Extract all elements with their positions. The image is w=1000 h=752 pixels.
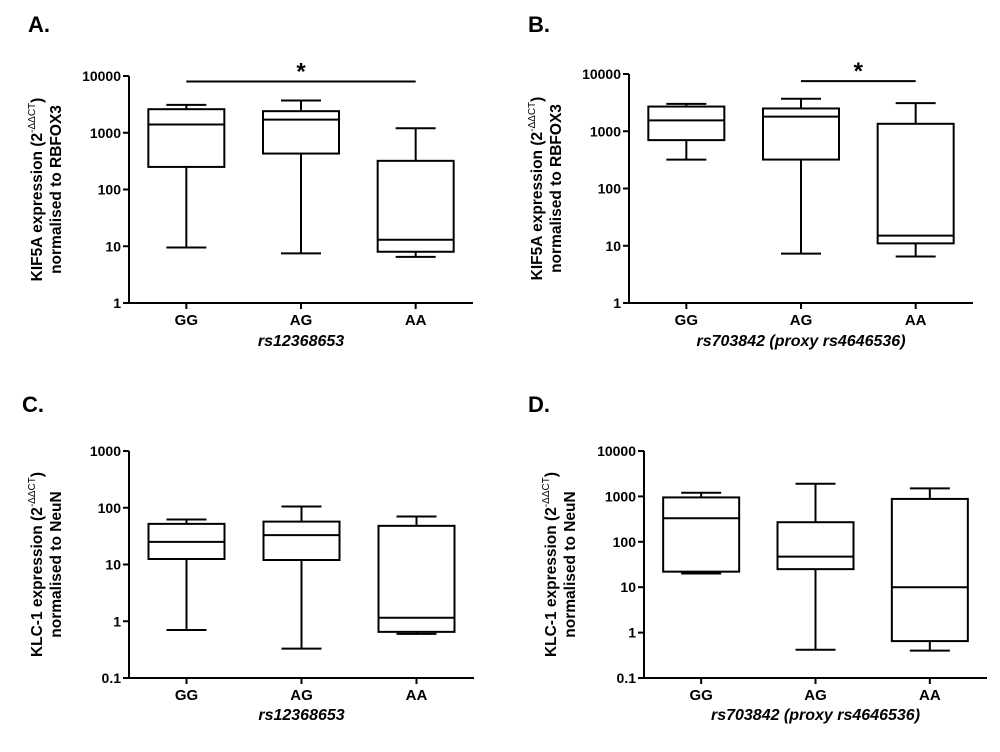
y-axis-label-close: ) bbox=[543, 472, 560, 477]
panel-c: C. 0.1 1 10 100 1000 GG AG AA KLC-1 expression (2… bbox=[22, 392, 474, 724]
y-axis-label-close: ) bbox=[29, 98, 46, 103]
panel-label: A. bbox=[28, 12, 50, 37]
y-axis-label: KIF5A expression (2-ΔΔCT) bbox=[527, 97, 546, 281]
y-axis-label-text: KIF5A expression (2 bbox=[529, 132, 546, 280]
y-tick-label: 1 bbox=[113, 295, 121, 311]
iqr-box bbox=[662, 496, 741, 573]
y-axis-label-text: KLC-1 expression (2 bbox=[543, 507, 560, 657]
significance-star: * bbox=[296, 58, 306, 85]
y-tick-label: 100 bbox=[98, 182, 122, 198]
y-tick-label: 1000 bbox=[90, 125, 121, 141]
box-ag bbox=[262, 505, 341, 650]
box-aa bbox=[876, 102, 955, 258]
iqr-box bbox=[262, 110, 340, 155]
box-ag bbox=[262, 99, 340, 255]
box-gg bbox=[147, 518, 226, 632]
y-tick-label: 10000 bbox=[582, 66, 621, 82]
box-gg bbox=[662, 491, 741, 575]
y-axis-label-line2: normalised to NeuN bbox=[562, 491, 579, 637]
panel-label: D. bbox=[528, 392, 550, 417]
y-tick-label: 100 bbox=[598, 181, 622, 197]
panel-label: C. bbox=[22, 392, 44, 417]
y-tick-label: 100 bbox=[98, 500, 122, 516]
y-tick-label: 1 bbox=[628, 625, 636, 641]
y-tick-label: 0.1 bbox=[617, 670, 637, 686]
iqr-box bbox=[647, 105, 726, 142]
iqr-box bbox=[776, 521, 855, 571]
x-tick-label: AG bbox=[804, 687, 827, 704]
panel-a: A. 1 10 100 1000 10000 GG AG AA KIF5A expression … bbox=[27, 12, 473, 350]
x-tick-label: AA bbox=[919, 687, 941, 704]
y-axis-label-line2: normalised to RBFOX3 bbox=[48, 105, 65, 274]
y-axis-label: KLC-1 expression (2-ΔΔCT) bbox=[541, 472, 560, 657]
x-tick-label: GG bbox=[675, 312, 698, 329]
y-axis-label-close: ) bbox=[29, 472, 46, 477]
iqr-box bbox=[376, 159, 455, 253]
x-tick-label: GG bbox=[689, 687, 712, 704]
y-axis-label-text: KLC-1 expression (2 bbox=[29, 507, 46, 657]
panel-d: D. 0.1 1 10 100 1000 10000 GG AG AA KLC-1 expressi… bbox=[528, 392, 987, 724]
y-tick-label: 1000 bbox=[605, 488, 636, 504]
box-gg bbox=[147, 103, 226, 249]
y-axis-label-line2: normalised to RBFOX3 bbox=[548, 104, 565, 273]
y-tick-label: 1000 bbox=[90, 443, 121, 459]
y-axis-label-close: ) bbox=[529, 97, 546, 102]
x-tick-label: AA bbox=[905, 312, 927, 329]
box-ag bbox=[762, 97, 840, 255]
box-aa bbox=[890, 487, 969, 652]
y-tick-label: 10000 bbox=[82, 68, 121, 84]
y-axis-label-superscript: -ΔΔCT bbox=[527, 102, 538, 132]
y-tick-label: 10 bbox=[105, 557, 121, 573]
y-axis-label: KIF5A expression (2-ΔΔCT) bbox=[27, 98, 46, 282]
box-ag bbox=[776, 482, 855, 651]
y-tick-label: 10 bbox=[105, 238, 121, 254]
iqr-box bbox=[262, 520, 341, 562]
y-tick-label: 0.1 bbox=[102, 670, 122, 686]
x-tick-label: GG bbox=[175, 312, 198, 329]
panel-label: B. bbox=[528, 12, 550, 37]
x-axis-label: rs703842 (proxy rs4646536) bbox=[696, 333, 905, 350]
y-tick-label: 10000 bbox=[597, 443, 636, 459]
box-aa bbox=[377, 515, 456, 635]
iqr-box bbox=[147, 108, 226, 168]
x-tick-label: AG bbox=[290, 687, 313, 704]
iqr-box bbox=[876, 122, 955, 245]
box-aa bbox=[376, 127, 455, 258]
x-tick-label: GG bbox=[175, 687, 198, 704]
y-tick-label: 1 bbox=[113, 613, 121, 629]
x-tick-label: AG bbox=[790, 312, 813, 329]
y-axis-label-superscript: -ΔΔCT bbox=[27, 477, 38, 507]
y-axis-label-line2: normalised to NeuN bbox=[48, 491, 65, 637]
x-axis-label: rs703842 (proxy rs4646536) bbox=[711, 707, 920, 724]
x-axis-label: rs12368653 bbox=[258, 707, 344, 724]
y-axis-label: KLC-1 expression (2-ΔΔCT) bbox=[27, 472, 46, 657]
y-tick-label: 100 bbox=[613, 534, 637, 550]
y-axis-label-superscript: -ΔΔCT bbox=[27, 103, 38, 133]
y-axis-label-superscript: -ΔΔCT bbox=[541, 477, 552, 507]
y-tick-label: 10 bbox=[605, 238, 621, 254]
y-tick-label: 1 bbox=[613, 295, 621, 311]
x-tick-label: AA bbox=[406, 687, 428, 704]
x-axis-label: rs12368653 bbox=[258, 333, 344, 350]
y-tick-label: 1000 bbox=[590, 123, 621, 139]
box-gg bbox=[647, 102, 726, 161]
iqr-box bbox=[377, 524, 456, 633]
significance-star: * bbox=[854, 58, 864, 85]
x-tick-label: AA bbox=[405, 312, 427, 329]
y-tick-label: 10 bbox=[620, 579, 636, 595]
panel-b: B. 1 10 100 1000 10000 GG AG AA KIF5A expression … bbox=[527, 12, 973, 350]
iqr-box bbox=[890, 497, 969, 643]
y-axis-label-text: KIF5A expression (2 bbox=[29, 133, 46, 281]
x-tick-label: AG bbox=[290, 312, 313, 329]
